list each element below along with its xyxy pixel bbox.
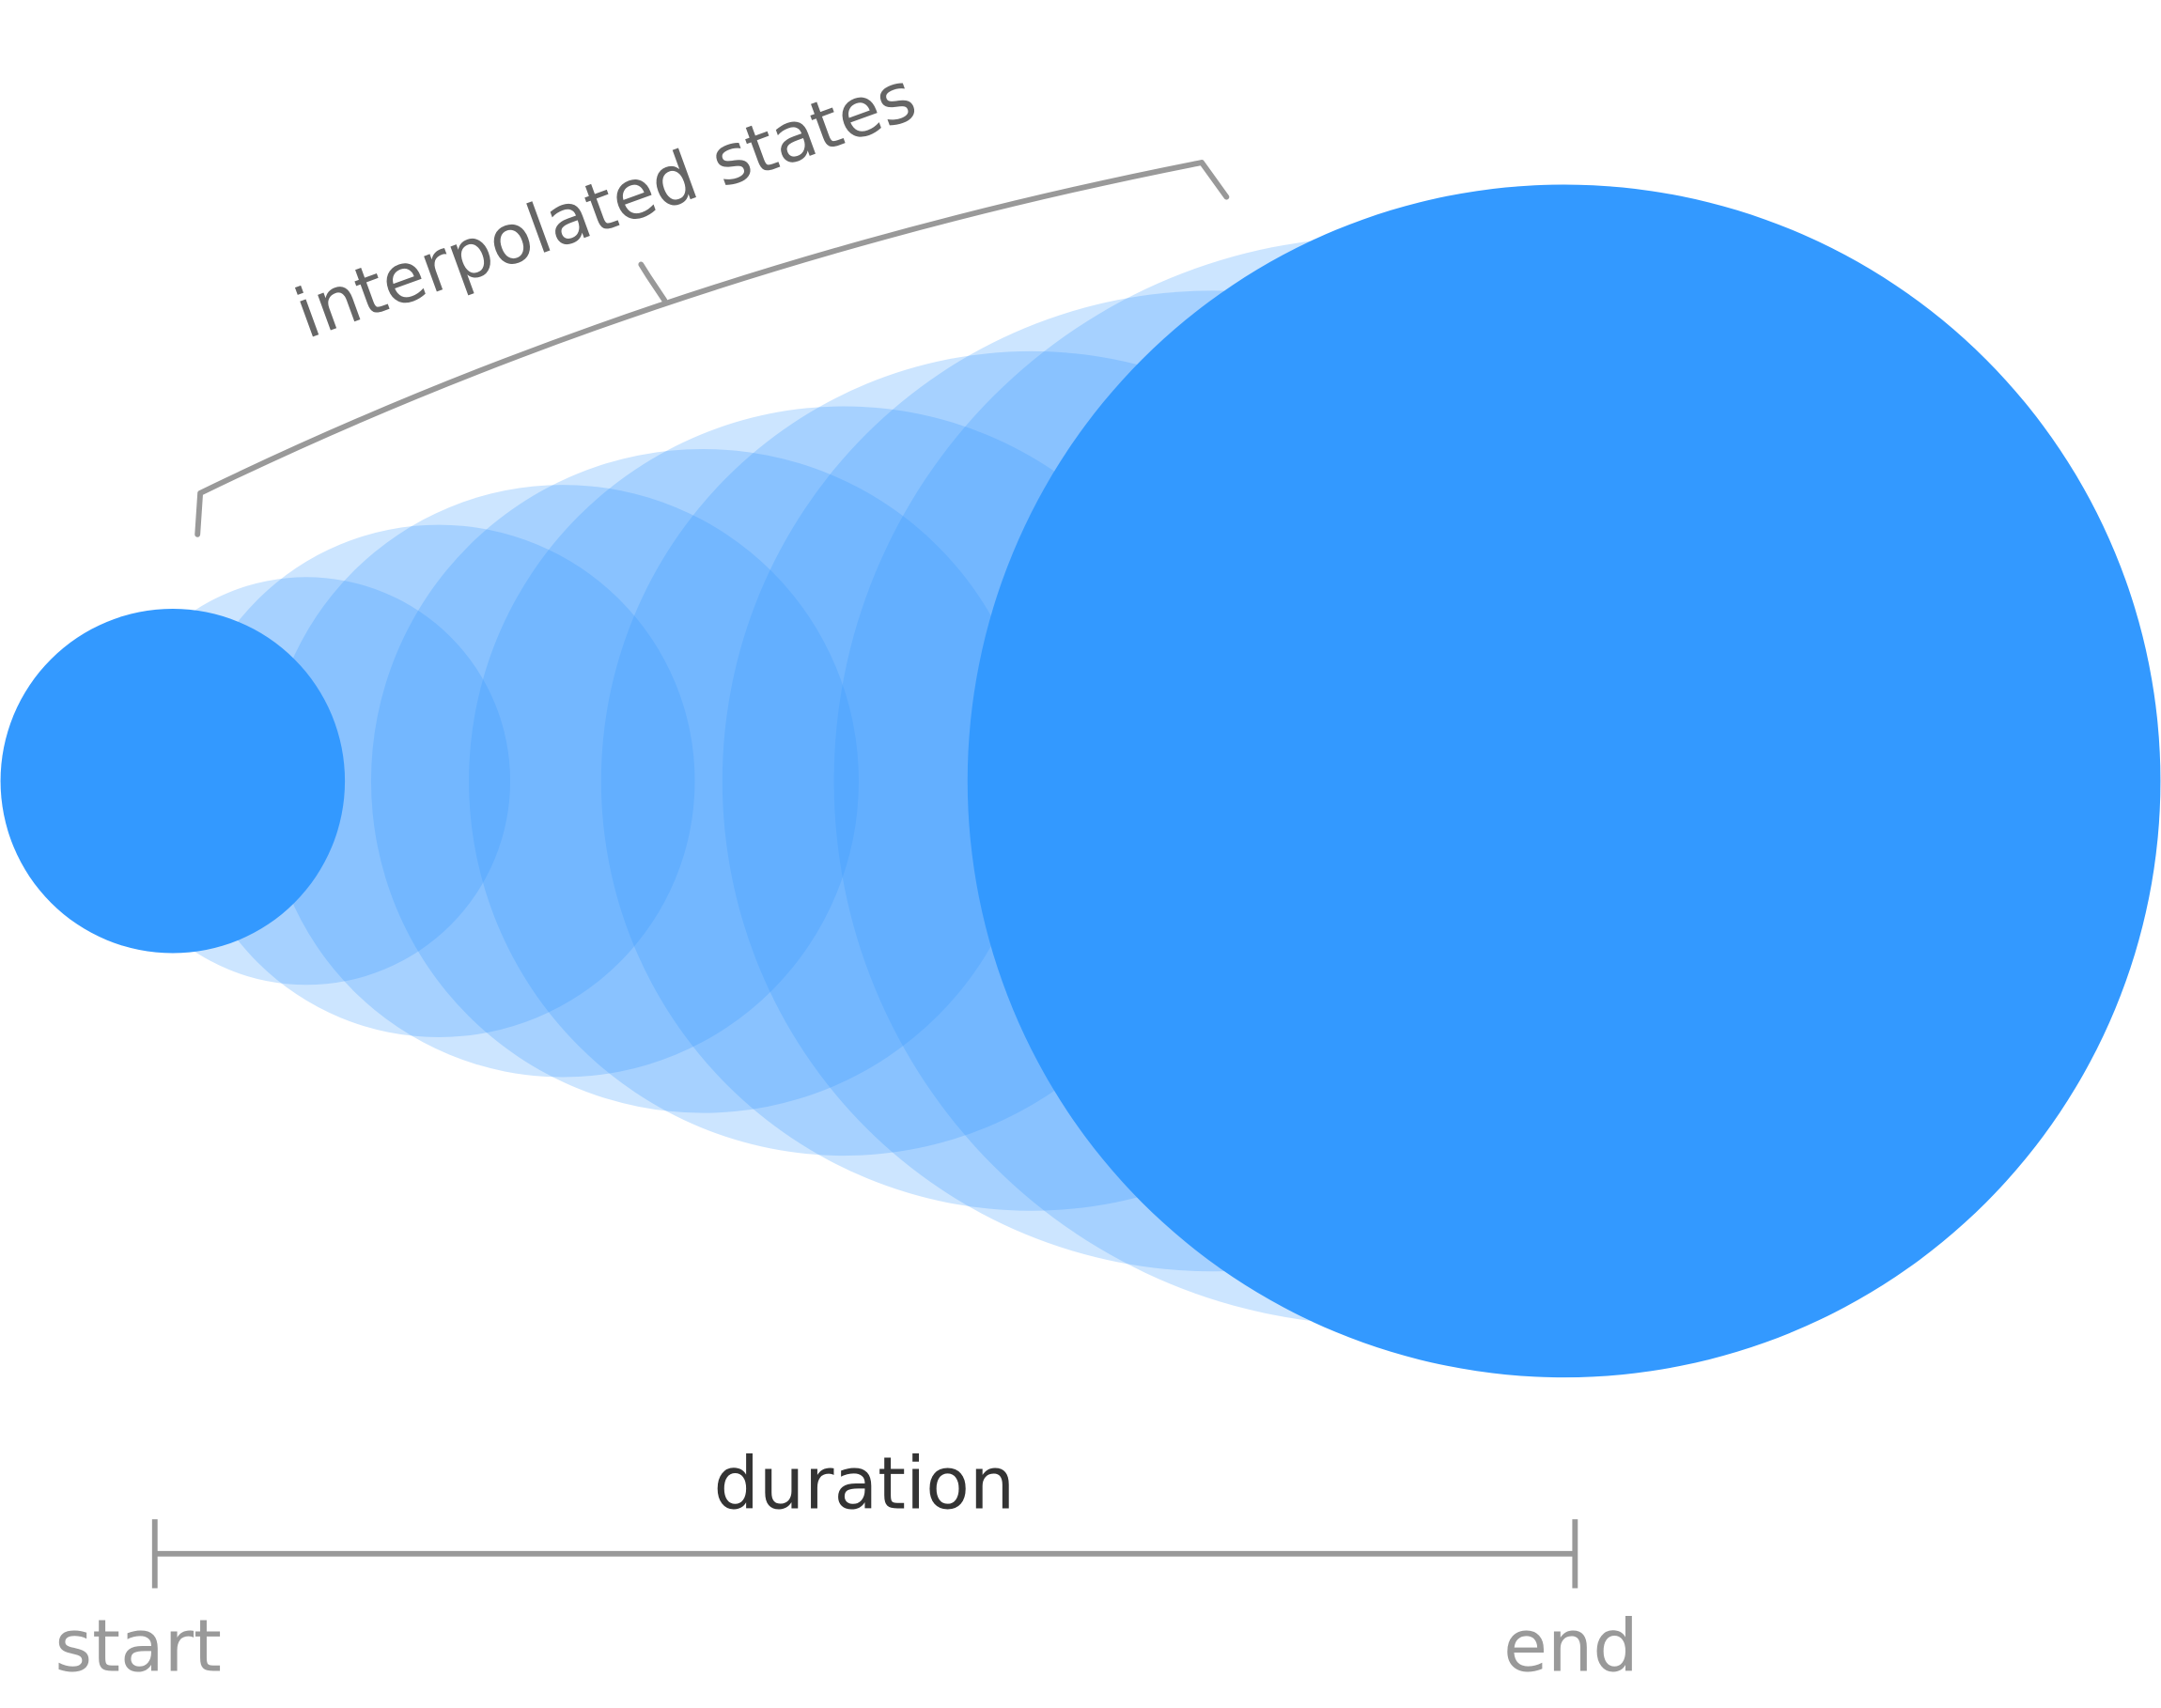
duration-axis	[151, 1519, 1578, 1589]
end-label: end	[1503, 1604, 1639, 1687]
start-circle	[0, 609, 346, 954]
bracket-line	[194, 160, 1230, 537]
bracket-notch	[638, 261, 668, 303]
ghost-circle	[182, 524, 695, 1037]
duration-label: duration	[713, 1441, 1015, 1525]
interpolated-label: interpolated states	[286, 56, 926, 355]
start-label: start	[54, 1604, 222, 1687]
bracket	[194, 160, 1230, 537]
ghost-circle	[266, 485, 859, 1078]
ghost-circle	[370, 448, 1035, 1113]
end-circle	[967, 184, 2161, 1378]
